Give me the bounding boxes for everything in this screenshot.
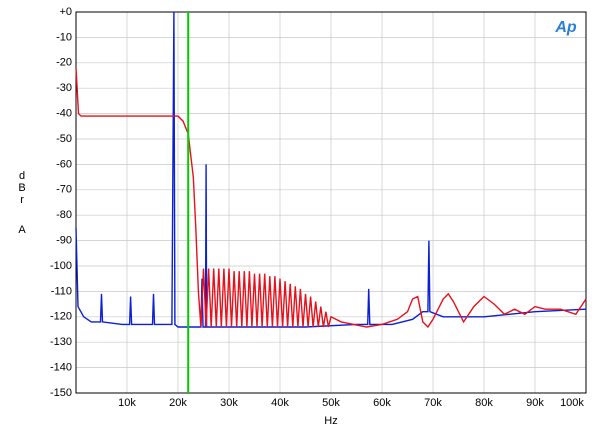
x-tick-label: 20k	[169, 397, 187, 409]
x-tick-label: 30k	[220, 397, 238, 409]
y-axis-label: dBr	[16, 170, 28, 206]
x-axis-label: Hz	[324, 415, 337, 427]
y-tick-label: -130	[50, 336, 72, 348]
x-tick-label: 50k	[322, 397, 340, 409]
y-tick-label: -150	[50, 387, 72, 399]
logo: Ap	[554, 19, 577, 36]
y-axis-unit: A	[18, 224, 26, 236]
x-tick-label: 60k	[373, 397, 391, 409]
y-tick-label: -110	[51, 285, 72, 297]
x-tick-label: 70k	[424, 397, 442, 409]
y-tick-label: -30	[56, 82, 72, 94]
y-tick-label: -120	[50, 311, 72, 323]
x-tick-label: 10k	[118, 397, 136, 409]
x-tick-label: 40k	[271, 397, 289, 409]
y-tick-label: -80	[56, 209, 72, 221]
y-tick-label: -140	[50, 362, 72, 374]
x-tick-label: 80k	[475, 397, 493, 409]
y-tick-label: -70	[56, 184, 72, 196]
y-tick-label: -20	[56, 57, 72, 69]
y-tick-label: -50	[56, 133, 72, 145]
plot-frame	[75, 11, 587, 394]
x-tick-label: 100k	[560, 397, 584, 409]
y-tick-label: -100	[50, 260, 72, 272]
series-line	[75, 67, 587, 329]
y-tick-label: -60	[56, 158, 72, 170]
series-line	[75, 11, 587, 328]
x-tick-label: 90k	[526, 397, 544, 409]
y-tick-label: -40	[56, 108, 72, 120]
y-tick-label: -10	[56, 31, 72, 43]
y-tick-label: +0	[59, 6, 72, 18]
y-tick-label: -90	[56, 235, 72, 247]
